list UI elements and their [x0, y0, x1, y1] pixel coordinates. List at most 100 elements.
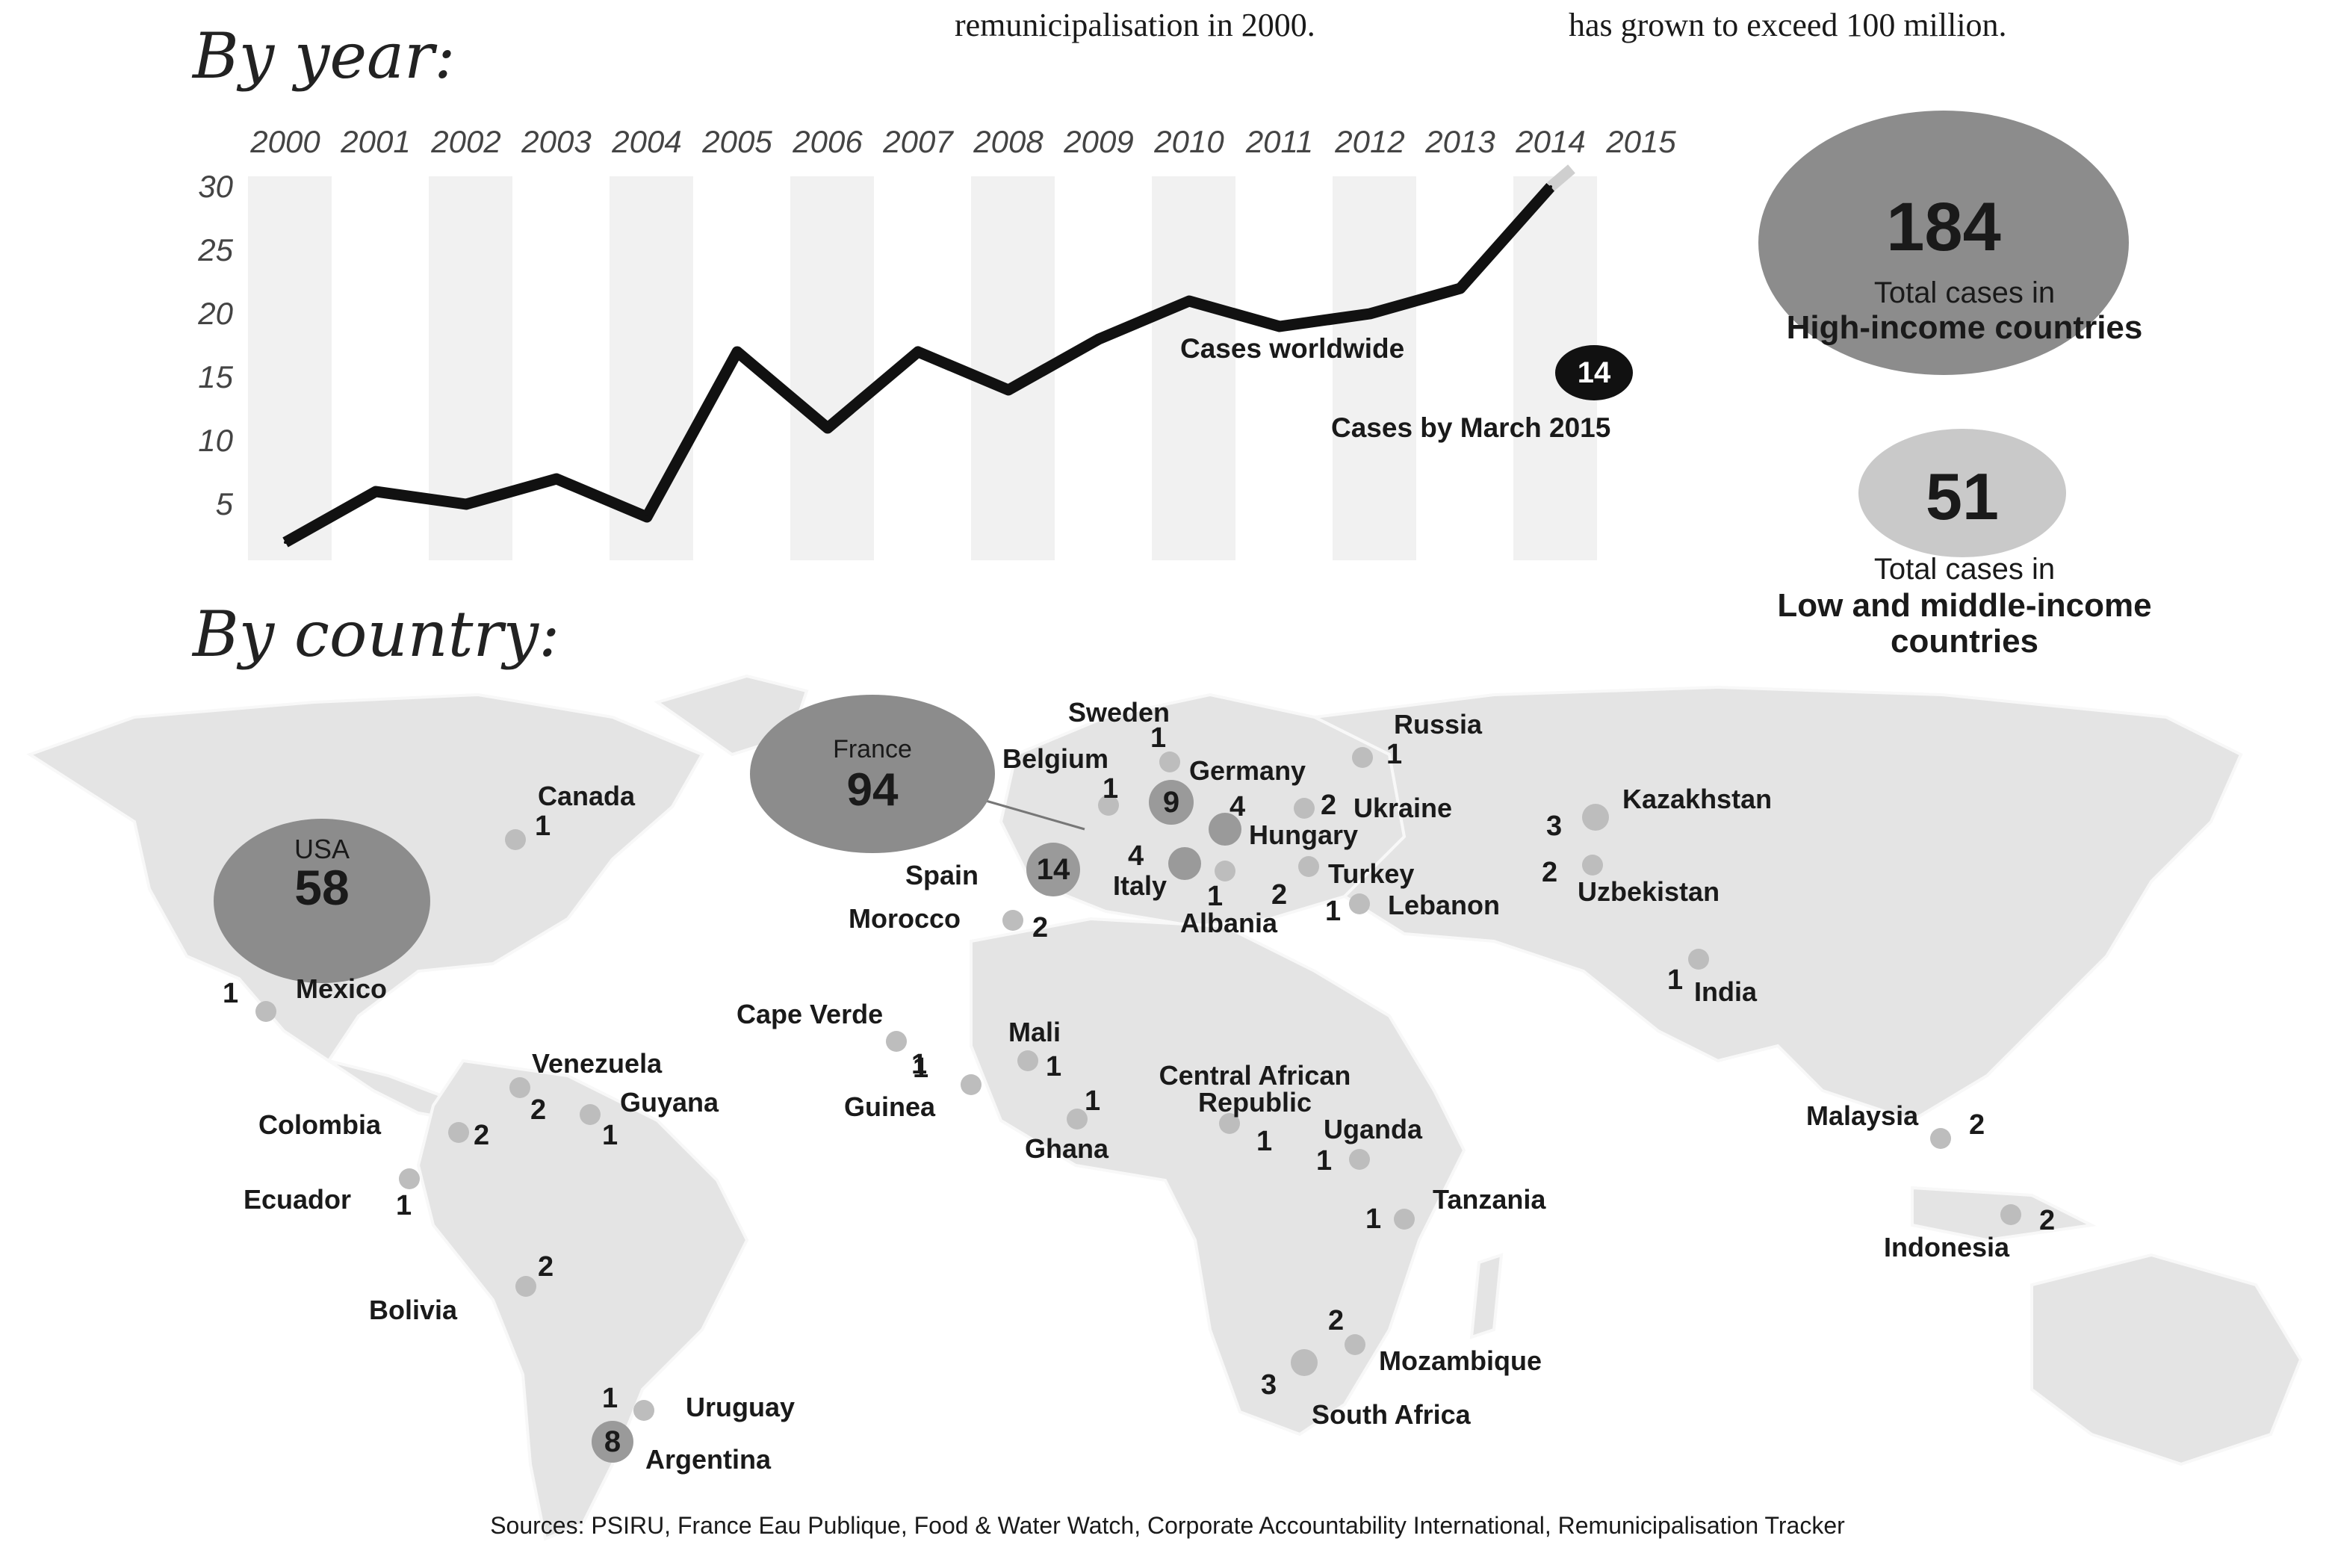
- low-middle-total-line3: countries: [1890, 623, 2039, 660]
- country-count-label: 2: [1542, 857, 1558, 888]
- y-tick-label: 20: [197, 296, 233, 331]
- data-point: [1188, 300, 1191, 303]
- header-fragment-right: has grown to exceed 100 million.: [1569, 7, 2007, 43]
- country-count-label: 1: [1046, 1051, 1062, 1082]
- partial-year-label: Cases by March 2015: [1331, 412, 1611, 443]
- country-name-label: Kazakhstan: [1622, 784, 1773, 814]
- low-middle-total-value: 51: [1926, 459, 1999, 533]
- france-pointer-line: [985, 799, 1085, 831]
- country-dot: [1098, 795, 1119, 816]
- country-name-label: Russia: [1394, 709, 1483, 740]
- country-count-label: 1: [913, 1053, 929, 1084]
- country-count-label: 1: [602, 1120, 618, 1151]
- country-name-label: Indonesia: [1884, 1232, 2010, 1262]
- country-count-label: 1: [1103, 773, 1119, 805]
- x-tick-label: 2010: [1153, 124, 1224, 159]
- x-tick-label: 2009: [1063, 124, 1133, 159]
- country-count-label: 1: [1256, 1126, 1273, 1157]
- data-point: [555, 477, 558, 480]
- country-count-label: 4: [1128, 840, 1144, 872]
- cases-by-year-chart: 2000 2001 2002 2003 2004 2005 2006 2007 2008 2009…: [197, 124, 1676, 560]
- by-country-heading: By country:: [193, 598, 560, 671]
- country-name-label: Colombia: [258, 1109, 382, 1140]
- x-tick-label: 2004: [611, 124, 681, 159]
- country-name-label: Guyana: [620, 1087, 719, 1118]
- country-dot: [1291, 1349, 1318, 1376]
- country-dot: [1582, 855, 1603, 876]
- country-name-label: Malaysia: [1806, 1100, 1919, 1131]
- country-dot: [633, 1400, 654, 1421]
- y-tick-label: 5: [216, 486, 234, 521]
- country-count-label: 1: [1207, 881, 1224, 912]
- chart-band: [610, 176, 693, 560]
- country-count-label: 1: [1667, 964, 1684, 996]
- chart-band: [248, 176, 332, 560]
- data-point: [1459, 287, 1462, 290]
- country-count-label: 1: [396, 1190, 412, 1221]
- country-dot: [1002, 910, 1023, 931]
- chart-band: [1333, 176, 1416, 560]
- country-count-label: 4: [1229, 791, 1246, 822]
- country-dots: [255, 747, 2021, 1463]
- country-dot: [1294, 798, 1315, 819]
- country-count-label: 1: [1085, 1085, 1101, 1117]
- country-dot: [1168, 847, 1201, 880]
- country-dot: [448, 1122, 469, 1143]
- data-point: [1278, 325, 1281, 328]
- country-count-label: 1: [1365, 1203, 1382, 1235]
- country-dot: [1149, 780, 1194, 825]
- country-count-label: 9: [1162, 786, 1180, 819]
- high-income-total-bubble: [1758, 111, 2129, 375]
- country-count-label: 2: [530, 1094, 547, 1126]
- country-dot: [1219, 1113, 1240, 1134]
- country-dot: [515, 1276, 536, 1297]
- country-count-label: 1: [602, 1383, 618, 1414]
- country-count-label: 3: [1261, 1369, 1277, 1401]
- data-point: [1368, 312, 1371, 315]
- x-tick-label: 2006: [792, 124, 863, 159]
- country-name-label: Hungary: [1249, 819, 1359, 850]
- chart-band: [790, 176, 874, 560]
- country-dot: [1352, 747, 1373, 768]
- by-year-heading: By year:: [193, 19, 456, 93]
- header-fragment-left: remunicipalisation in 2000.: [955, 7, 1315, 43]
- country-count-label: 2: [1271, 879, 1288, 911]
- land-madagascar: [1469, 1253, 1504, 1339]
- country-count-label: 3: [1546, 811, 1563, 842]
- country-name-label: Sweden: [1068, 697, 1170, 728]
- country-dot: [1026, 843, 1080, 896]
- country-count-label: 2: [1032, 912, 1049, 943]
- country-name-label: Central African Republic: [1159, 1060, 1351, 1118]
- x-tick-labels: 2000 2001 2002 2003 2004 2005 2006 2007 2008 2009…: [249, 124, 1676, 159]
- land-australia: [2030, 1253, 2303, 1466]
- country-dot: [592, 1421, 633, 1463]
- line-tail-2015: [1547, 164, 1575, 191]
- country-name-label: India: [1694, 976, 1758, 1007]
- usa-bubble-value: 58: [294, 860, 350, 915]
- country-count-label: 1: [1325, 896, 1342, 927]
- country-count-label: 2: [2039, 1205, 2056, 1236]
- country-name-label: Venezuela: [532, 1048, 663, 1079]
- country-name-label: Belgium: [1002, 743, 1109, 774]
- country-name-label: Ghana: [1025, 1133, 1109, 1164]
- country-name-label: Italy: [1113, 870, 1168, 901]
- land-africa: [970, 917, 1466, 1437]
- data-point: [1549, 185, 1552, 188]
- country-count-label: 2: [474, 1120, 490, 1151]
- country-name-label: Ecuador: [244, 1184, 352, 1215]
- france-bubble-name: France: [833, 735, 912, 763]
- country-count-label: 2: [538, 1251, 554, 1283]
- sources-footer: Sources: PSIRU, France Eau Publique, Foo…: [490, 1512, 1845, 1539]
- country-name-label: Uruguay: [686, 1392, 796, 1422]
- country-name-label: Bolivia: [369, 1295, 458, 1325]
- x-tick-label: 2005: [701, 124, 772, 159]
- y-tick-labels: 30 25 20 15 10 5: [197, 169, 233, 521]
- country-dot: [1688, 949, 1709, 970]
- data-point: [826, 427, 829, 430]
- data-point: [917, 350, 920, 353]
- country-name-label: Lebanon: [1388, 890, 1500, 920]
- data-point: [465, 503, 468, 506]
- land-south-america: [416, 1059, 749, 1541]
- x-tick-label: 2013: [1424, 124, 1495, 159]
- data-point: [1007, 388, 1010, 391]
